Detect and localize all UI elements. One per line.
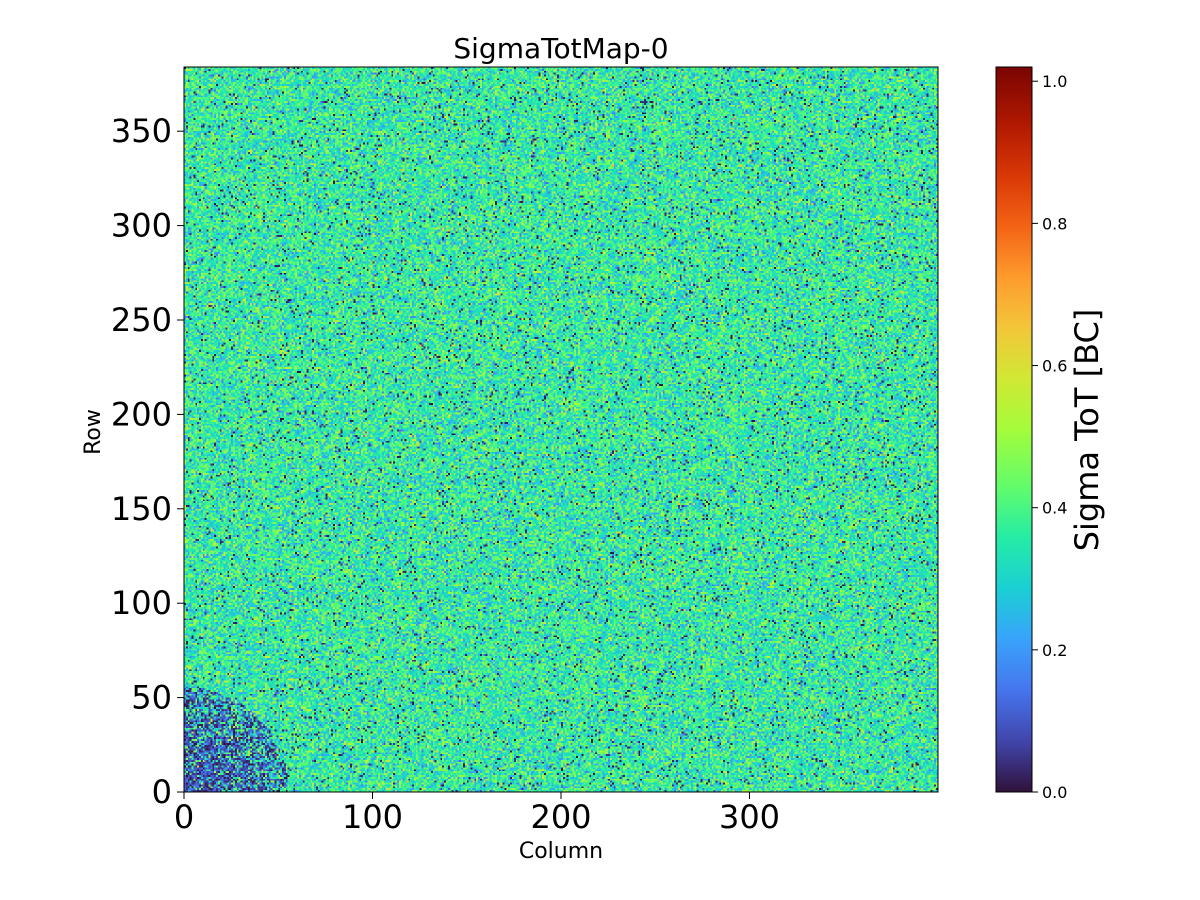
x-axis: 0 100 200 300: [174, 792, 780, 836]
colorbar-tick-label: 0.8: [1042, 214, 1067, 233]
y-tick-label: 250: [111, 301, 172, 339]
y-axis: 0 50 100 150 200 250 300 350: [111, 112, 184, 811]
y-tick-label: 0: [152, 773, 172, 811]
heatmap-image: [184, 67, 938, 792]
y-tick-label: 150: [111, 490, 172, 528]
y-tick-label: 300: [111, 207, 172, 245]
x-tick-label: 300: [719, 798, 780, 836]
colorbar-label: Sigma ToT [BC]: [1068, 309, 1106, 552]
x-tick-label: 200: [530, 798, 591, 836]
y-axis-label: Row: [81, 409, 106, 455]
colorbar-tick-label: 1.0: [1042, 72, 1067, 91]
colorbar-scale: [996, 67, 1032, 792]
colorbar-tick-label: 0.4: [1042, 499, 1067, 518]
y-tick-label: 50: [131, 679, 172, 717]
colorbar-tick-label: 0.2: [1042, 641, 1067, 660]
y-tick-label: 100: [111, 584, 172, 622]
colorbar: 0.0 0.2 0.4 0.6 0.8 1.0 Sigma ToT [BC]: [995, 66, 1106, 802]
y-tick-label: 200: [111, 395, 172, 433]
plot-area: [183, 66, 939, 793]
colorbar-frame: [995, 66, 1033, 793]
colorbar-tick-label: 0.0: [1042, 783, 1067, 802]
y-tick-label: 350: [111, 112, 172, 150]
chart-title: SigmaTotMap-0: [453, 32, 668, 65]
colorbar-tick-label: 0.6: [1042, 357, 1067, 376]
colorbar-ticks: 0.0 0.2 0.4 0.6 0.8 1.0: [1032, 72, 1067, 802]
x-tick-label: 0: [174, 798, 194, 836]
x-tick-label: 100: [342, 798, 403, 836]
heatmap-container: [184, 67, 938, 792]
x-axis-label: Column: [519, 839, 603, 864]
